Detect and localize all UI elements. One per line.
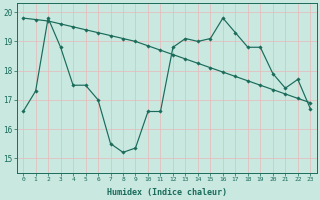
X-axis label: Humidex (Indice chaleur): Humidex (Indice chaleur) [107, 188, 227, 197]
